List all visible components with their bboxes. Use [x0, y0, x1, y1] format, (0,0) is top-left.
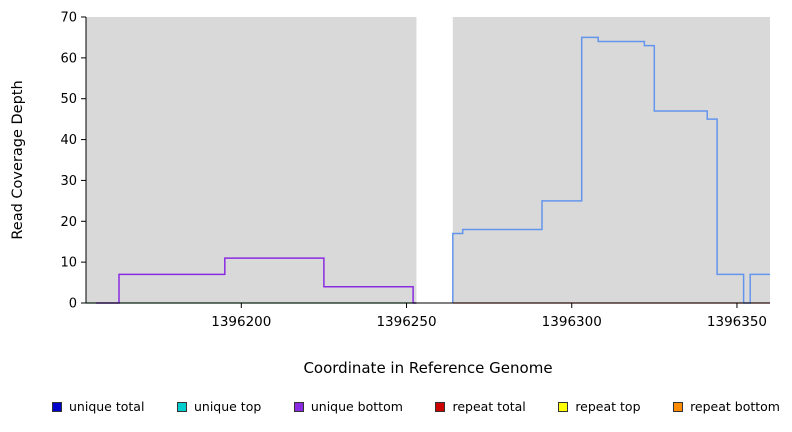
legend-swatch-unique-total [52, 401, 62, 412]
legend-item-unique-top: unique top [176, 399, 262, 414]
legend-label-unique-bottom: unique bottom [310, 399, 403, 414]
y-tick-label: 30 [60, 174, 77, 189]
x-tick-label: 1396300 [542, 314, 602, 330]
legend-item-repeat-bottom: repeat bottom [673, 399, 780, 414]
y-tick-label: 60 [60, 51, 77, 66]
series-right-region-coverage [452, 36, 770, 304]
legend-swatch-unique-bottom [293, 401, 304, 412]
legend-label-repeat-top: repeat top [575, 399, 641, 414]
legend-label-repeat-bottom: repeat bottom [690, 399, 780, 414]
y-axis-title: Read Coverage Depth [10, 80, 26, 239]
legend-item-repeat-top: repeat top [558, 399, 641, 414]
legend-item-repeat-total: repeat total [435, 399, 526, 414]
chart-svg: 0 10 20 30 40 50 60 70 1396200 1396250 1396300 1396… [10, 11, 770, 377]
legend-item-unique-total: unique total [52, 399, 144, 414]
x-tick-label: 1396200 [211, 314, 271, 330]
x-tick-label: 1396350 [707, 314, 767, 330]
legend-item-unique-bottom: unique bottom [293, 399, 403, 414]
legend-label-repeat-total: repeat total [452, 399, 526, 414]
y-tick-label: 0 [69, 297, 77, 312]
y-tick-label: 50 [60, 92, 77, 107]
y-tick-label: 40 [60, 133, 77, 148]
plot-panel [452, 17, 770, 303]
y-tick-label: 20 [60, 215, 77, 230]
series-unique-bottom-coverage [95, 257, 417, 304]
y-tick-label: 10 [60, 256, 77, 271]
legend-swatch-unique-top [176, 401, 187, 412]
y-tick-label: 70 [60, 11, 77, 26]
legend: unique total unique top unique bottom re… [0, 399, 792, 414]
legend-swatch-repeat-top [558, 401, 569, 412]
plot-panel [86, 17, 417, 303]
legend-label-unique-total: unique total [69, 399, 145, 414]
x-tick-label: 1396250 [376, 314, 436, 330]
legend-label-unique-top: unique top [193, 399, 262, 414]
legend-swatch-repeat-total [435, 401, 446, 412]
legend-swatch-repeat-bottom [673, 401, 684, 412]
x-axis-title: Coordinate in Reference Genome [303, 359, 552, 377]
